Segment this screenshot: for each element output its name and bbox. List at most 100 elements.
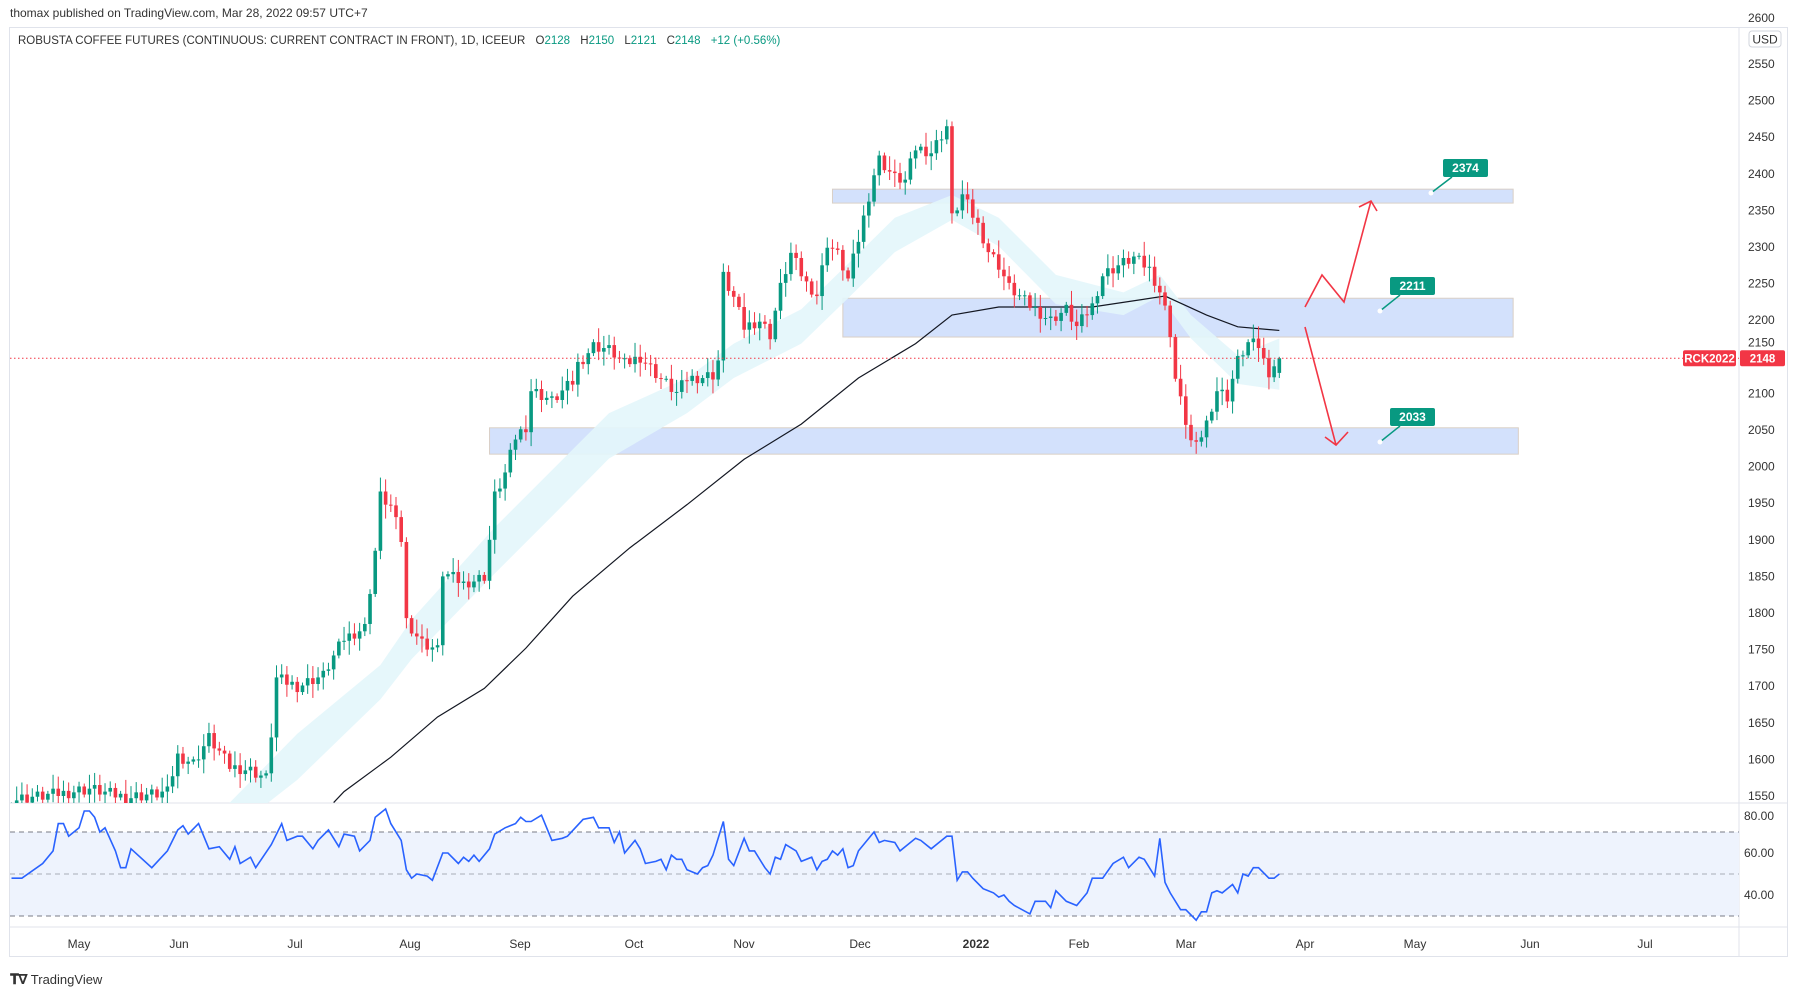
price-axis-tick: 2050 (1748, 423, 1775, 437)
candle (134, 782, 139, 803)
candle-body (835, 248, 840, 250)
arrowhead-up-icon (1358, 199, 1378, 212)
candle-body (794, 252, 798, 258)
candle-body (830, 247, 835, 249)
candle (207, 722, 211, 753)
candle (1178, 364, 1183, 405)
tradingview-logo[interactable]: 𝐓∇ TradingView (10, 971, 102, 988)
candle (1163, 285, 1167, 311)
candle-body (783, 274, 788, 283)
rsi-axis-tick: 60.00 (1744, 846, 1774, 860)
symbol-legend[interactable]: ROBUSTA COFFEE FUTURES (CONTINUOUS: CURR… (18, 35, 780, 47)
candle-body (82, 786, 87, 795)
candle (368, 589, 372, 635)
candle-body (1048, 316, 1053, 319)
candle-body (72, 792, 76, 799)
candle-body (768, 323, 772, 340)
time-axis[interactable]: May Jun Jul Aug Sep Oct Nov Dec 2022 Feb… (68, 937, 1653, 951)
candle (1126, 251, 1131, 269)
candle-body (1106, 268, 1110, 277)
candle (550, 391, 554, 409)
candle-body (643, 362, 648, 364)
price-axis-tick: 2150 (1748, 335, 1775, 349)
currency-badge[interactable] (1748, 30, 1782, 48)
candle (1137, 252, 1141, 260)
candle (472, 574, 476, 593)
callout-label-2374[interactable] (1443, 159, 1488, 177)
candle (893, 159, 897, 187)
candle (695, 371, 700, 394)
candle-body (544, 397, 549, 400)
candle-body (1142, 255, 1147, 268)
callout-anchor[interactable] (1377, 439, 1383, 445)
low-label: L (624, 35, 631, 47)
candle-body (1059, 312, 1063, 321)
candle-body (1074, 321, 1079, 327)
candle-body (950, 126, 954, 214)
candle-body (815, 294, 819, 297)
candle-body (165, 786, 170, 792)
close-label: C (666, 35, 675, 47)
candle-body (331, 655, 336, 670)
candle-body (466, 581, 471, 588)
candle (425, 628, 429, 657)
candle-body (300, 685, 305, 693)
candle (1225, 379, 1230, 409)
candle (1059, 308, 1063, 332)
candle-body (903, 179, 908, 183)
candle-body (602, 348, 606, 352)
time-axis-label: Sep (509, 937, 531, 951)
candle (342, 626, 346, 650)
candle (815, 280, 819, 305)
candle-body (498, 488, 502, 492)
candle (591, 339, 596, 357)
candle-body (77, 786, 81, 793)
candle (955, 207, 959, 217)
callout-anchor[interactable] (1428, 190, 1434, 196)
callout-anchor[interactable] (1377, 308, 1383, 314)
candle (752, 312, 757, 335)
candle-body (264, 773, 268, 776)
candle-body (570, 380, 575, 385)
candle (1111, 256, 1115, 288)
candle (300, 682, 305, 695)
candle-body (752, 322, 757, 329)
candle (352, 623, 357, 646)
candle-body (10, 806, 14, 810)
tradingview-logo-icon: 𝐓∇ (10, 971, 28, 987)
candle (524, 415, 528, 441)
candle (118, 790, 123, 801)
candle-body (1137, 255, 1141, 257)
rsi-pane[interactable] (10, 807, 1739, 922)
candle-body (690, 375, 694, 381)
candle (1132, 251, 1136, 275)
candle-body (290, 681, 294, 685)
rsi-line (11, 807, 1280, 922)
candle (617, 350, 622, 364)
candle-body (316, 677, 320, 685)
candle (1220, 377, 1224, 406)
candle-body (409, 618, 414, 634)
candle-body (913, 150, 918, 159)
candle (887, 156, 892, 181)
candle (20, 782, 24, 803)
candle-body (596, 342, 601, 352)
support-resistance-zone[interactable] (831, 188, 1514, 204)
candle-body (477, 574, 481, 582)
callout-label-2033[interactable] (1390, 408, 1435, 426)
candle (555, 393, 559, 403)
candle-body (87, 788, 92, 795)
candle-body (487, 539, 492, 581)
price-axis[interactable]: 2600 2550 2500 2450 2400 2350 2300 2250 2200 2150… (1748, 11, 1775, 803)
candle-body (92, 785, 97, 789)
candle-body (222, 750, 227, 754)
candle (155, 786, 159, 801)
candle (466, 573, 471, 600)
candle (1022, 290, 1027, 306)
candles-layer (10, 119, 1282, 810)
callout-label-2211[interactable] (1390, 277, 1435, 295)
candle (1007, 266, 1011, 290)
price-pane[interactable]: 2374 2211 2033 (10, 119, 1739, 833)
candle (35, 785, 40, 802)
